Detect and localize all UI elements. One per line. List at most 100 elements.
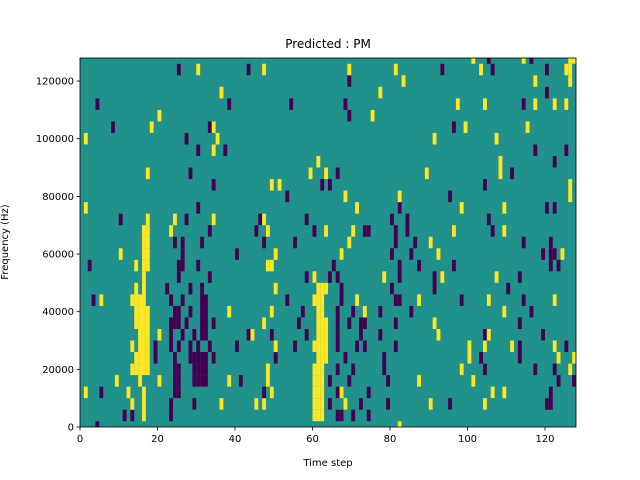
heatmap-cell — [393, 340, 398, 353]
heatmap-cell — [142, 340, 146, 353]
heatmap-cell — [320, 282, 325, 295]
heatmap-cell — [293, 236, 298, 249]
heatmap-cell — [432, 317, 437, 329]
heatmap-cell — [200, 328, 205, 341]
heatmap-cell — [397, 294, 402, 306]
heatmap-cell — [118, 248, 123, 260]
heatmap-cell — [424, 167, 429, 180]
heatmap-cell — [138, 352, 143, 364]
heatmap-cell — [335, 363, 340, 376]
heatmap-cell — [111, 121, 115, 133]
heatmap-cell — [355, 202, 360, 214]
heatmap-cell — [324, 167, 329, 180]
heatmap-cell — [328, 271, 332, 283]
heatmap-cell — [393, 294, 398, 306]
heatmap-cell — [440, 271, 445, 283]
heatmap-cell — [285, 190, 290, 203]
heatmap-cell — [521, 294, 526, 306]
heatmap-cell — [285, 294, 290, 306]
heatmap-cell — [382, 271, 387, 283]
heatmap-cell — [176, 305, 181, 318]
heatmap-cell — [200, 375, 205, 387]
heatmap-cell — [157, 328, 162, 341]
heatmap-cell — [339, 386, 344, 399]
heatmap-cell — [328, 179, 332, 191]
heatmap-cell — [397, 202, 402, 214]
heatmap-cell — [118, 213, 123, 226]
heatmap-cell — [142, 398, 146, 410]
heatmap-cell — [529, 305, 534, 318]
heatmap-cell — [83, 386, 88, 399]
heatmap-cell — [138, 363, 143, 376]
heatmap-cell — [483, 363, 487, 376]
heatmap-cell — [351, 409, 356, 422]
heatmap-cell — [87, 259, 92, 272]
heatmap-cell — [564, 144, 569, 157]
heatmap-cell — [293, 340, 298, 353]
heatmap-cell — [227, 305, 232, 318]
heatmap-cell — [440, 63, 445, 76]
heatmap-cell — [324, 317, 329, 329]
heatmap-cell — [312, 363, 317, 376]
heatmap-cell — [269, 179, 274, 191]
heatmap-cell — [545, 86, 549, 99]
heatmap-cell — [483, 179, 487, 191]
heatmap-cell — [452, 259, 456, 272]
heatmap-cell — [277, 179, 282, 191]
heatmap-cell — [196, 363, 201, 376]
heatmap-cell — [196, 375, 201, 387]
heatmap-cell — [269, 259, 274, 272]
heatmap-cell — [320, 179, 325, 191]
heatmap-cell — [405, 225, 410, 237]
heatmap-cell — [188, 340, 193, 353]
heatmap-cell — [335, 340, 340, 353]
heatmap-cell — [200, 294, 205, 306]
heatmap-cell — [227, 375, 232, 387]
heatmap-cell — [138, 305, 143, 318]
heatmap-cell — [556, 352, 561, 364]
heatmap-cell — [393, 317, 398, 329]
heatmap-cell — [176, 317, 181, 329]
heatmap-cell — [324, 340, 329, 353]
heatmap-cell — [204, 328, 208, 341]
heatmap-cell — [145, 340, 150, 353]
heatmap-cell — [483, 398, 487, 410]
heatmap-cell — [359, 317, 363, 329]
heatmap-cell — [347, 75, 352, 87]
heatmap-cell — [517, 340, 522, 353]
x-tick-label: 40 — [229, 434, 242, 445]
heatmap-cell — [378, 86, 383, 99]
heatmap-cell — [548, 259, 553, 272]
heatmap-cell — [196, 340, 201, 353]
heatmap-cell — [200, 363, 205, 376]
heatmap-cell — [246, 63, 251, 76]
heatmap-cell — [269, 386, 274, 399]
heatmap-cell — [134, 352, 139, 364]
heatmap-cell — [459, 363, 464, 376]
heatmap-cell — [502, 225, 507, 237]
heatmap-cell — [355, 340, 360, 353]
heatmap-cell — [572, 375, 577, 387]
heatmap-cell — [359, 398, 363, 410]
chart-title: Predicted : PM — [285, 37, 371, 51]
heatmap-cell — [207, 225, 212, 237]
heatmap-cell — [564, 98, 569, 110]
heatmap-cell — [355, 294, 360, 306]
heatmap-cell — [169, 317, 174, 329]
heatmap-cell — [192, 375, 197, 387]
heatmap-cell — [316, 363, 321, 376]
heatmap-cell — [320, 317, 325, 329]
heatmap-cell — [130, 340, 135, 353]
heatmap-cell — [196, 202, 201, 214]
heatmap-cell — [238, 375, 243, 387]
heatmap-cell — [312, 340, 317, 353]
heatmap-cell — [393, 63, 398, 76]
x-tick-label: 80 — [384, 434, 397, 445]
heatmap-cell — [552, 98, 557, 110]
heatmap-cell — [316, 375, 321, 387]
heatmap-cell — [568, 190, 573, 203]
heatmap-cell — [397, 190, 402, 203]
heatmap-cell — [517, 317, 522, 329]
heatmap-cell — [130, 409, 135, 422]
heatmap-cell — [180, 236, 185, 249]
